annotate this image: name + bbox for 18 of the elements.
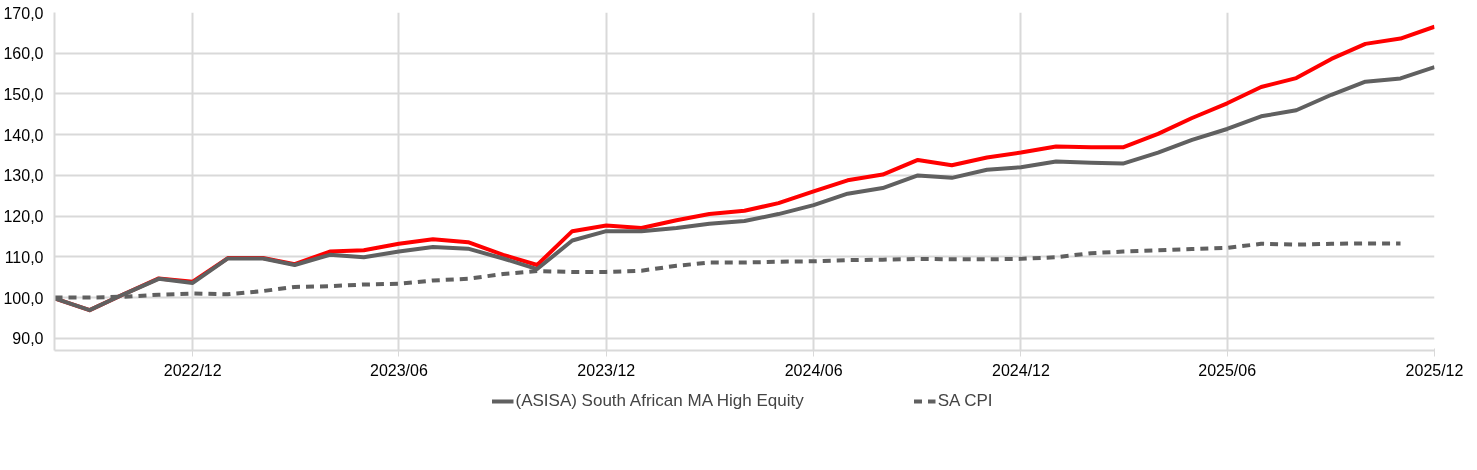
x-tick-label: 2023/12 bbox=[577, 361, 636, 379]
x-tick-label: 2023/06 bbox=[370, 361, 428, 379]
y-tick-label: 90,0 bbox=[12, 330, 44, 348]
x-tick-label: 2024/12 bbox=[992, 361, 1050, 379]
legend-label: (ASISA) South African MA High Equity bbox=[515, 391, 804, 411]
y-tick-label: 140,0 bbox=[3, 126, 44, 144]
x-tick-label: 2022/12 bbox=[163, 361, 222, 379]
y-tick-label: 120,0 bbox=[3, 208, 44, 226]
y-tick-label: 150,0 bbox=[3, 85, 44, 103]
legend-label: SA CPI bbox=[937, 391, 993, 411]
y-tick-label: 130,0 bbox=[3, 167, 44, 185]
x-tick-label: 2025/06 bbox=[1198, 361, 1257, 379]
y-tick-label: 100,0 bbox=[3, 289, 44, 307]
y-tick-label: 170,0 bbox=[3, 4, 44, 22]
x-tick-label: 2025/12 bbox=[1405, 361, 1464, 379]
x-tick-label: 2024/06 bbox=[784, 361, 843, 379]
y-tick-label: 160,0 bbox=[3, 45, 44, 63]
y-tick-label: 110,0 bbox=[4, 248, 44, 266]
